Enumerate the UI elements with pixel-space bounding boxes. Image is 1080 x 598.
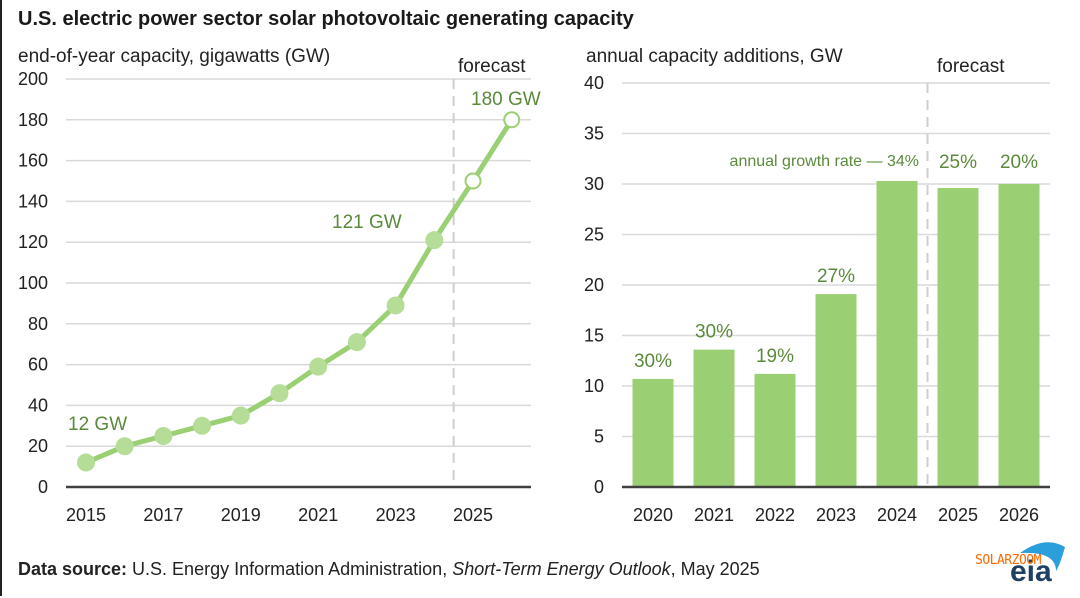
bar	[754, 373, 796, 487]
watermark: SOLARZOOM	[975, 553, 1041, 568]
left-forecast-label: forecast	[458, 56, 526, 77]
bar	[815, 294, 857, 487]
left-y-tick-label: 40	[28, 395, 48, 415]
right-x-tick-label: 2022	[755, 505, 795, 525]
footer-text-b: , May 2025	[670, 559, 760, 579]
left-line-series	[77, 111, 521, 472]
growth-rate-label: 19%	[756, 346, 794, 367]
forecast-point	[503, 111, 521, 129]
right-y-tick-label: 0	[594, 477, 604, 497]
left-x-tick-label: 2017	[143, 505, 183, 525]
right-y-tick-label: 40	[584, 73, 604, 93]
left-y-tick-label: 20	[28, 436, 48, 456]
data-source-footer: Data source: U.S. Energy Information Adm…	[18, 559, 760, 580]
right-x-tick-label: 2026	[999, 505, 1039, 525]
left-data-label: 12 GW	[68, 414, 127, 435]
left-gridlines	[66, 78, 531, 489]
bar	[876, 180, 918, 487]
forecast-point	[464, 172, 482, 190]
data-point	[154, 427, 173, 445]
capacity-line	[85, 118, 514, 465]
bar	[632, 378, 674, 487]
left-annotations: 12 GW 121 GW 180 GW	[68, 89, 541, 435]
left-y-tick-label: 60	[28, 355, 48, 375]
right-x-tick-label: 2024	[877, 505, 917, 525]
left-x-tick-label: 2015	[66, 505, 106, 525]
right-y-tick-label: 35	[584, 124, 604, 144]
right-y-tick-label: 5	[594, 427, 604, 447]
growth-rate-label: 30%	[634, 351, 672, 372]
left-subtitle: end-of-year capacity, gigawatts (GW)	[18, 46, 330, 67]
right-x-ticks: 2020 2021 2022 2023 2024 2025 2026	[633, 505, 1039, 525]
data-point	[231, 406, 250, 425]
chart-title: U.S. electric power sector solar photovo…	[18, 8, 634, 30]
bar	[937, 188, 979, 488]
left-y-tick-label: 100	[18, 273, 48, 293]
left-x-tick-label: 2025	[453, 505, 493, 525]
data-point	[193, 416, 212, 435]
data-point	[115, 437, 134, 456]
left-y-tick-label: 180	[18, 110, 48, 130]
left-y-tick-label: 0	[38, 477, 48, 497]
eia-logo-icon: eia	[1010, 542, 1065, 585]
data-point	[309, 357, 328, 376]
logo-text: eia	[1010, 555, 1052, 585]
left-y-tick-label: 200	[18, 69, 48, 89]
right-y-tick-label: 10	[584, 376, 604, 396]
right-y-tick-label: 20	[584, 275, 604, 295]
left-x-tick-label: 2023	[376, 505, 416, 525]
growth-rate-label: 27%	[817, 266, 855, 287]
right-y-tick-label: 15	[584, 326, 604, 346]
right-x-tick-label: 2023	[816, 505, 856, 525]
left-x-ticks: 2015 2017 2019 2021 2023 2025	[66, 505, 493, 525]
left-x-tick-label: 2021	[298, 505, 338, 525]
left-y-tick-label: 160	[18, 151, 48, 171]
growth-rate-label: annual growth rate — 34%	[730, 153, 919, 170]
left-data-label: 180 GW	[471, 89, 541, 110]
footer-text-a: U.S. Energy Information Administration,	[127, 559, 453, 579]
data-point	[270, 384, 289, 403]
right-x-tick-label: 2020	[633, 505, 673, 525]
left-y-tick-label: 120	[18, 232, 48, 252]
right-subtitle: annual capacity additions, GW	[586, 46, 843, 67]
growth-rate-label: 25%	[939, 152, 977, 173]
data-point	[77, 453, 95, 472]
left-x-tick-label: 2019	[221, 505, 261, 525]
right-y-ticks: 0 5 10 15 20 25 30 35 40	[584, 73, 604, 497]
data-point	[386, 296, 405, 315]
right-forecast-label: forecast	[937, 56, 1005, 77]
bar	[693, 349, 735, 487]
data-point	[425, 231, 444, 250]
right-x-tick-label: 2025	[938, 505, 978, 525]
left-y-tick-label: 80	[28, 314, 48, 334]
left-y-ticks: 0 20 40 60 80 100 120 140 160 180 200	[18, 69, 48, 497]
bar	[998, 184, 1040, 487]
footer-italic: Short-Term Energy Outlook	[452, 559, 671, 579]
data-point	[347, 333, 366, 352]
growth-rate-label: 20%	[1000, 152, 1038, 173]
left-data-label: 121 GW	[332, 212, 402, 233]
right-y-tick-label: 30	[584, 174, 604, 194]
right-y-tick-label: 25	[584, 225, 604, 245]
right-bars	[622, 83, 1050, 489]
right-x-tick-label: 2021	[694, 505, 734, 525]
left-y-tick-label: 140	[18, 191, 48, 211]
growth-rate-label: 30%	[695, 322, 733, 343]
footer-label: Data source:	[18, 559, 128, 579]
right-growth-labels: 30% 30% 19% 27% annual growth rate — 34% 25% 2…	[634, 152, 1038, 372]
